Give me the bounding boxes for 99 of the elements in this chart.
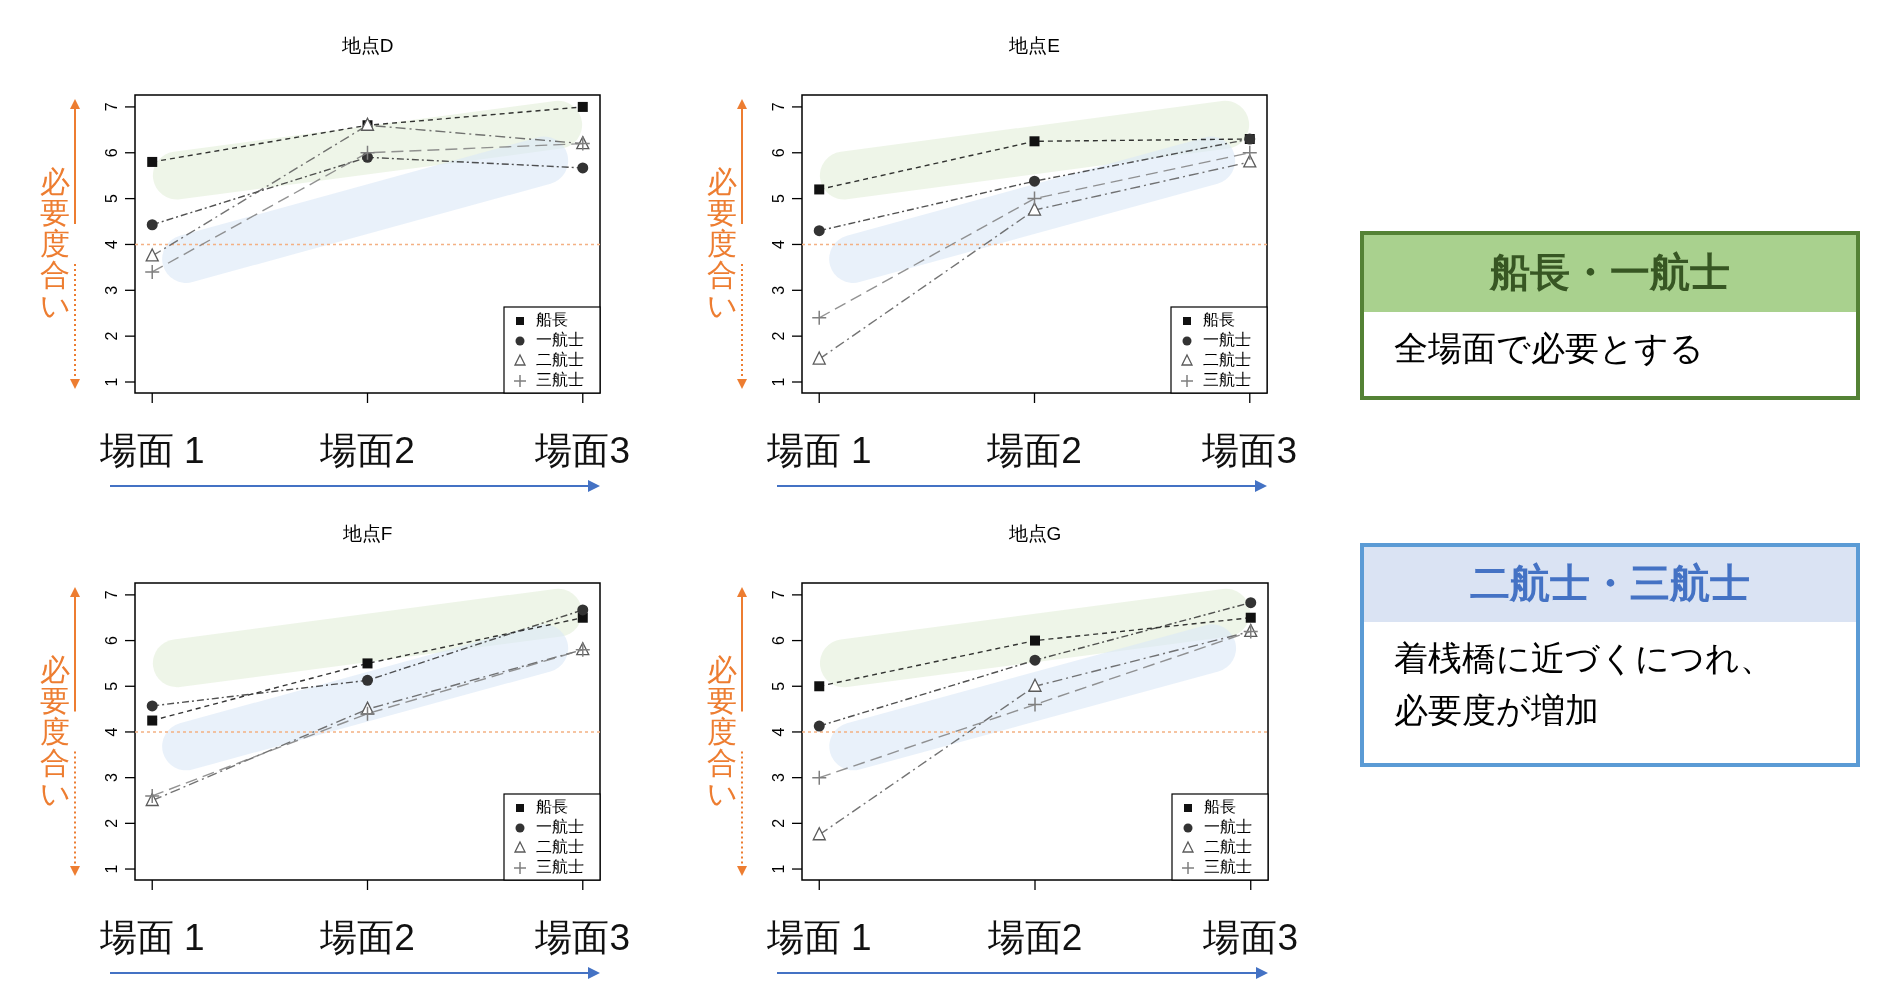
text: 二航士・三航士 bbox=[1470, 561, 1750, 606]
point bbox=[145, 264, 160, 279]
chart-title: 地点F bbox=[341, 523, 393, 544]
y-tick-label: 7 bbox=[770, 102, 788, 112]
legend-label: 一航士 bbox=[1203, 331, 1251, 349]
legend-label: 一航士 bbox=[536, 331, 584, 349]
legend-label: 船長 bbox=[1203, 311, 1235, 329]
y-axis-title: 必要度合い bbox=[39, 165, 71, 322]
y-tick-label: 2 bbox=[770, 331, 788, 341]
x-tick-label: 場面3 bbox=[534, 917, 631, 958]
x-tick-label: 場面2 bbox=[986, 430, 1082, 471]
y-axis-title: 必要度合い bbox=[706, 165, 738, 322]
x-tick-label: 場面 1 bbox=[98, 430, 205, 471]
y-tick-label: 4 bbox=[103, 239, 121, 249]
legend-label: 二航士 bbox=[536, 838, 584, 856]
point bbox=[577, 162, 589, 174]
point bbox=[147, 156, 158, 167]
point bbox=[360, 145, 375, 160]
text: 全場面で必要とする bbox=[1394, 329, 1704, 367]
x-tick-label: 場面3 bbox=[1202, 917, 1299, 958]
x-tick-label: 場面 1 bbox=[765, 917, 872, 958]
point bbox=[1029, 175, 1040, 187]
y-axis-title: 必要度合い bbox=[706, 652, 738, 810]
point bbox=[146, 219, 158, 231]
point bbox=[1245, 597, 1257, 609]
point bbox=[1030, 635, 1040, 646]
y-tick-label: 7 bbox=[103, 590, 121, 600]
legend-label: 三航士 bbox=[536, 858, 584, 876]
legend-label: 二航士 bbox=[1203, 351, 1251, 369]
legend-label: 三航士 bbox=[1204, 858, 1252, 876]
y-tick-label: 7 bbox=[770, 590, 788, 600]
legend-label: 船長 bbox=[536, 798, 568, 816]
legend-label: 二航士 bbox=[536, 351, 584, 369]
chart-title: 地点E bbox=[1008, 35, 1060, 56]
y-tick-label: 6 bbox=[103, 636, 121, 646]
point bbox=[813, 225, 825, 237]
legend-label: 船長 bbox=[536, 311, 568, 329]
legend-label: 三航士 bbox=[536, 371, 584, 389]
x-tick-label: 場面2 bbox=[986, 917, 1083, 958]
point bbox=[146, 700, 158, 712]
y-tick-label: 1 bbox=[770, 864, 788, 874]
legend-label: 一航士 bbox=[1204, 818, 1252, 836]
point bbox=[812, 310, 827, 325]
x-tick-label: 場面2 bbox=[319, 917, 415, 958]
text: 船長・一航士 bbox=[1489, 250, 1730, 295]
legend-label: 船長 bbox=[1204, 798, 1236, 816]
point bbox=[814, 184, 825, 195]
y-tick-label: 4 bbox=[770, 239, 788, 249]
y-axis-title: 必要度合い bbox=[39, 652, 71, 810]
legend-label: 三航士 bbox=[1203, 371, 1251, 389]
chart-title: 地点G bbox=[1007, 523, 1062, 544]
y-tick-label: 5 bbox=[770, 681, 788, 691]
y-tick-label: 5 bbox=[103, 681, 121, 691]
y-tick-label: 3 bbox=[103, 773, 121, 783]
x-tick-label: 場面2 bbox=[319, 430, 415, 471]
point bbox=[147, 715, 158, 726]
chart-title: 地点D bbox=[340, 35, 394, 56]
y-tick-label: 1 bbox=[103, 864, 121, 874]
point bbox=[1027, 202, 1042, 216]
y-tick-label: 1 bbox=[103, 377, 121, 387]
text: 着桟橋に近づくにつれ、 bbox=[1394, 639, 1774, 677]
x-tick-label: 場面 1 bbox=[765, 430, 872, 471]
legend-label: 一航士 bbox=[536, 818, 584, 836]
x-tick-label: 場面 1 bbox=[98, 917, 205, 958]
point bbox=[577, 604, 589, 616]
point bbox=[145, 788, 160, 803]
point bbox=[1029, 654, 1041, 666]
y-tick-label: 2 bbox=[770, 818, 788, 828]
x-tick-label: 場面3 bbox=[1201, 430, 1298, 471]
y-tick-label: 6 bbox=[103, 148, 121, 158]
y-tick-label: 2 bbox=[103, 818, 121, 828]
point bbox=[362, 674, 373, 686]
y-tick-label: 3 bbox=[103, 285, 121, 295]
y-tick-label: 6 bbox=[770, 148, 788, 158]
point bbox=[814, 681, 825, 692]
point bbox=[577, 101, 588, 112]
point bbox=[812, 351, 826, 365]
y-tick-label: 6 bbox=[770, 636, 788, 646]
y-tick-label: 1 bbox=[770, 377, 788, 387]
y-tick-label: 7 bbox=[103, 102, 121, 112]
point bbox=[145, 248, 159, 262]
y-tick-label: 3 bbox=[770, 773, 788, 783]
y-tick-label: 4 bbox=[770, 727, 788, 737]
y-tick-label: 3 bbox=[770, 285, 788, 295]
legend-label: 二航士 bbox=[1204, 838, 1252, 856]
text: 必要度が増加 bbox=[1394, 691, 1599, 729]
y-tick-label: 5 bbox=[770, 194, 788, 204]
point bbox=[1028, 697, 1042, 712]
y-tick-label: 5 bbox=[103, 194, 121, 204]
y-tick-label: 2 bbox=[103, 331, 121, 341]
x-tick-label: 場面3 bbox=[534, 430, 631, 471]
point bbox=[1245, 612, 1256, 623]
point bbox=[1028, 678, 1042, 692]
point bbox=[813, 720, 825, 732]
point bbox=[812, 827, 826, 841]
point bbox=[1242, 145, 1257, 160]
point bbox=[1029, 136, 1040, 147]
point bbox=[362, 658, 373, 669]
y-tick-label: 4 bbox=[103, 727, 121, 737]
